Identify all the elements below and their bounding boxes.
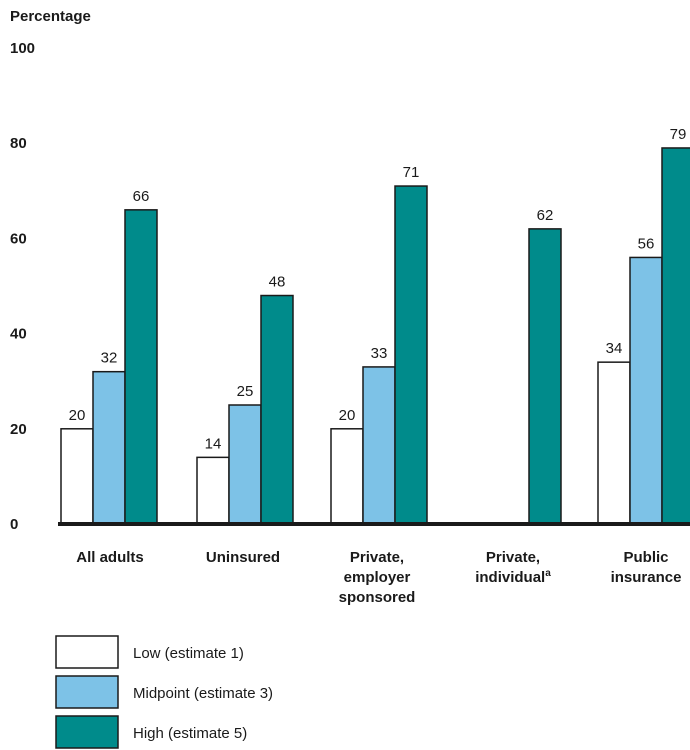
bar-2-1 xyxy=(362,366,396,525)
y-tick-100: 100 xyxy=(10,40,35,57)
data-label-0-0: 20 xyxy=(69,407,86,424)
category-label-2-0: Private, xyxy=(350,549,404,566)
y-tick-40: 40 xyxy=(10,326,27,343)
category-labels: All adults Uninsured Private, employer spons… xyxy=(76,549,681,606)
legend-label-1: Midpoint (estimate 3) xyxy=(133,685,273,702)
data-label-4-1: 56 xyxy=(638,235,655,252)
y-axis-label: Percentage xyxy=(10,8,91,25)
legend: Low (estimate 1) Midpoint (estimate 3) Hig… xyxy=(55,635,273,749)
data-label-4-2: 79 xyxy=(670,126,687,143)
bar-3-2 xyxy=(528,228,562,525)
y-tick-80: 80 xyxy=(10,135,27,152)
category-label-2-2: sponsored xyxy=(339,589,416,606)
legend-swatch-1 xyxy=(55,675,119,709)
category-superscript: a xyxy=(545,568,551,579)
bar-4-0 xyxy=(597,361,631,525)
y-tick-0: 0 xyxy=(10,516,18,533)
bar-2-2 xyxy=(394,185,428,525)
bar-1-1 xyxy=(228,404,262,525)
legend-label-0: Low (estimate 1) xyxy=(133,645,244,662)
data-label-2-1: 33 xyxy=(371,345,388,362)
data-label-2-2: 71 xyxy=(403,164,420,181)
bar-0-1 xyxy=(92,370,126,525)
data-label-1-0: 14 xyxy=(205,435,222,452)
bar-1-2 xyxy=(260,294,294,525)
category-label-1-0: Uninsured xyxy=(206,549,280,566)
bars: 20 32 66 14 25 48 20 33 71 62 34 56 79 xyxy=(60,126,690,525)
legend-swatch-0 xyxy=(55,635,119,669)
data-label-1-1: 25 xyxy=(237,383,254,400)
y-tick-60: 60 xyxy=(10,230,27,247)
bar-0-0 xyxy=(60,428,94,525)
category-label-3-0: Private, xyxy=(486,549,540,566)
bar-2-0 xyxy=(330,428,364,525)
legend-label-2: High (estimate 5) xyxy=(133,725,247,742)
y-axis-ticks: 0 20 40 60 80 100 xyxy=(10,40,35,533)
category-label-2-1: employer xyxy=(344,569,411,586)
data-label-0-2: 66 xyxy=(133,188,150,205)
category-label-3-1: individuala xyxy=(475,568,551,586)
y-tick-20: 20 xyxy=(10,421,27,438)
bar-4-1 xyxy=(629,256,663,525)
category-label-0-0: All adults xyxy=(76,549,144,566)
bar-4-2 xyxy=(661,147,690,525)
data-label-3-2: 62 xyxy=(537,207,554,224)
category-label-4-1: insurance xyxy=(611,569,682,586)
bar-0-2 xyxy=(124,209,158,525)
data-label-4-0: 34 xyxy=(606,340,623,357)
category-label-4-0: Public xyxy=(623,549,668,566)
data-label-1-2: 48 xyxy=(269,274,286,291)
legend-swatch-2 xyxy=(55,715,119,749)
data-label-2-0: 20 xyxy=(339,407,356,424)
data-label-0-1: 32 xyxy=(101,350,118,367)
bar-1-0 xyxy=(196,456,230,525)
